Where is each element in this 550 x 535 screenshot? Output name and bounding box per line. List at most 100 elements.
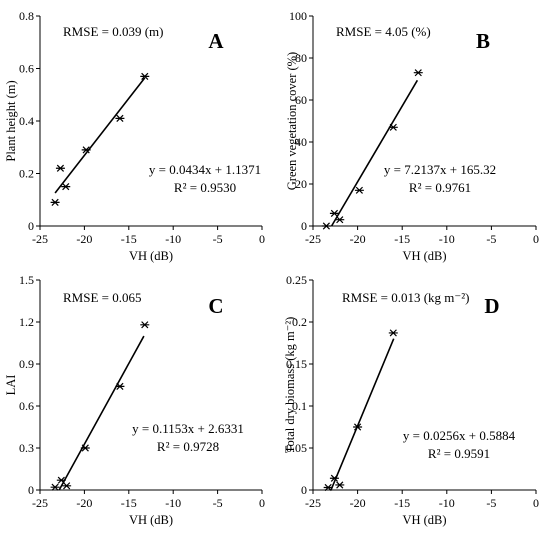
fit-line [331,79,419,227]
panel-letter: A [208,29,224,53]
y-tick-label: 40 [295,135,307,149]
x-tick-label: -5 [213,232,223,246]
regression-equation: y = 0.0256x + 0.5884 [403,428,516,443]
panel-letter: C [208,294,223,318]
x-tick-label: -5 [213,496,223,510]
panel-d: -25 -20 -15 -10 -5 0 0 0.05 0.1 0.15 0.2 0.25 VH (dB… [283,273,539,527]
data-point [115,382,125,391]
data-point [335,216,345,224]
y-tick-label: 80 [295,51,307,65]
x-tick-label: -20 [76,496,92,510]
x-tick-label: -15 [394,232,410,246]
y-tick-label: 0.05 [286,441,307,455]
rmse-annotation: RMSE = 0.013 (kg m⁻²) [342,290,470,305]
x-tick-label: 0 [259,496,265,510]
panel-letter: D [484,294,499,318]
rmse-annotation: RMSE = 0.039 (m) [63,24,164,39]
regression-equation: y = 0.1153x + 2.6331 [132,421,244,436]
fit-line [58,335,145,491]
data-point [329,474,339,482]
x-tick-label: -20 [76,232,92,246]
y-tick-label: 0.9 [19,357,34,371]
data-point [140,321,150,329]
r-squared-annotation: R² = 0.9591 [428,446,490,461]
data-point [354,186,364,194]
data-point [413,69,423,77]
y-tick-label: 0.3 [19,441,34,455]
r-squared-annotation: R² = 0.9761 [409,180,471,195]
x-axis-label: VH (dB) [402,513,446,527]
y-tick-label: 0 [28,483,34,497]
x-tick-label: -5 [486,496,496,510]
data-point [321,222,331,230]
data-point [140,72,150,80]
data-point [55,164,65,172]
data-point [353,423,363,431]
x-tick-label: -10 [165,232,181,246]
y-axis-label: Plant height (m) [4,80,18,161]
fit-line [330,338,395,491]
y-tick-label: 0.15 [286,357,307,371]
data-point [62,482,72,490]
y-tick-label: 0.6 [19,399,34,413]
x-tick-label: -5 [486,232,496,246]
r-squared-annotation: R² = 0.9530 [174,180,236,195]
rmse-annotation: RMSE = 0.065 [63,290,141,305]
data-point [56,476,66,484]
x-axis-label: VH (dB) [402,249,446,263]
x-tick-label: -25 [32,232,48,246]
x-tick-label: -25 [305,232,321,246]
data-point [81,146,91,154]
regression-equation: y = 0.0434x + 1.1371 [149,162,261,177]
data-point [388,123,398,131]
x-tick-label: -25 [305,496,321,510]
y-tick-label: 0 [301,219,307,233]
y-tick-label: 1.2 [19,315,34,329]
x-tick-label: 0 [533,232,539,246]
x-axis-label: VH (dB) [129,249,173,263]
y-tick-label: 0.1 [292,399,307,413]
x-tick-label: -15 [121,232,137,246]
data-point [50,483,60,491]
y-tick-label: 0 [28,219,34,233]
x-tick-label: -10 [439,232,455,246]
x-axis-label: VH (dB) [129,513,173,527]
x-tick-label: -20 [350,496,366,510]
panel-c: -25 -20 -15 -10 -5 0 0 0.3 0.6 0.9 1.2 1.5 VH (dB) LA… [4,273,265,527]
data-point [50,198,60,206]
data-point [115,114,125,122]
y-tick-label: 0.4 [19,114,34,128]
x-tick-label: -10 [165,496,181,510]
regression-equation: y = 7.2137x + 165.32 [384,162,496,177]
y-axis-label: Total dry biomass (kg m⁻²) [283,317,297,454]
x-tick-label: -25 [32,496,48,510]
x-tick-label: -10 [439,496,455,510]
x-tick-label: -20 [350,232,366,246]
y-tick-label: 1.5 [19,273,34,287]
y-tick-label: 100 [289,9,307,23]
y-tick-label: 0.8 [19,9,34,23]
y-axis-label: LAI [4,375,18,396]
data-point [335,481,345,489]
rmse-annotation: RMSE = 4.05 (%) [336,24,431,39]
data-point [323,483,333,492]
y-axis-label: Green vegetation cover (%) [285,52,299,190]
r-squared-annotation: R² = 0.9728 [157,439,219,454]
y-tick-label: 0.25 [286,273,307,287]
fit-line [54,77,146,194]
y-tick-label: 0 [301,483,307,497]
panel-b: -25 -20 -15 -10 -5 0 0 20 40 60 80 100 VH (dB) Green … [285,9,539,263]
x-tick-label: -15 [121,496,137,510]
x-tick-label: -15 [394,496,410,510]
x-tick-label: 0 [259,232,265,246]
data-point [61,183,71,191]
y-tick-label: 60 [295,93,307,107]
y-tick-label: 0.2 [19,167,34,181]
data-point [329,209,339,218]
y-tick-label: 20 [295,177,307,191]
panel-letter: B [476,29,490,53]
y-tick-label: 0.2 [292,315,307,329]
x-tick-label: 0 [533,496,539,510]
data-point [80,444,90,452]
